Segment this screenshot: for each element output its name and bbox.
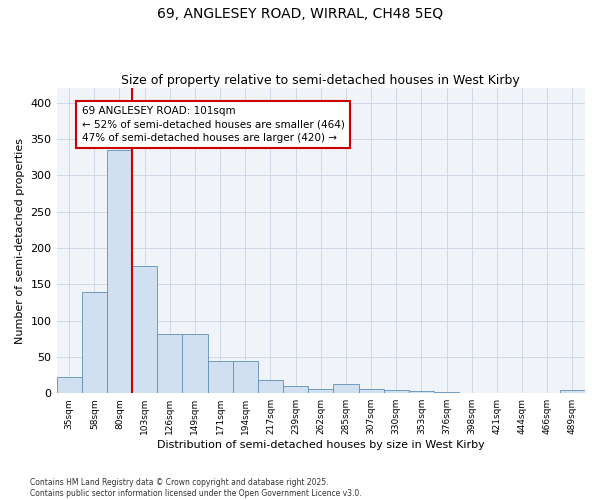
X-axis label: Distribution of semi-detached houses by size in West Kirby: Distribution of semi-detached houses by … <box>157 440 485 450</box>
Bar <box>334 384 359 393</box>
Bar <box>359 389 383 393</box>
Bar <box>107 150 132 393</box>
Bar <box>132 266 157 393</box>
Bar <box>82 292 107 393</box>
Bar <box>308 389 334 393</box>
Bar <box>157 334 182 393</box>
Title: Size of property relative to semi-detached houses in West Kirby: Size of property relative to semi-detach… <box>121 74 520 87</box>
Text: Contains HM Land Registry data © Crown copyright and database right 2025.
Contai: Contains HM Land Registry data © Crown c… <box>30 478 362 498</box>
Bar <box>233 360 258 393</box>
Bar <box>208 360 233 393</box>
Bar <box>409 391 434 393</box>
Bar <box>258 380 283 393</box>
Bar <box>383 390 409 393</box>
Bar <box>182 334 208 393</box>
Bar <box>560 390 585 393</box>
Bar <box>434 392 459 393</box>
Bar <box>56 377 82 393</box>
Text: 69, ANGLESEY ROAD, WIRRAL, CH48 5EQ: 69, ANGLESEY ROAD, WIRRAL, CH48 5EQ <box>157 8 443 22</box>
Bar <box>283 386 308 393</box>
Text: 69 ANGLESEY ROAD: 101sqm
← 52% of semi-detached houses are smaller (464)
47% of : 69 ANGLESEY ROAD: 101sqm ← 52% of semi-d… <box>82 106 344 142</box>
Y-axis label: Number of semi-detached properties: Number of semi-detached properties <box>15 138 25 344</box>
